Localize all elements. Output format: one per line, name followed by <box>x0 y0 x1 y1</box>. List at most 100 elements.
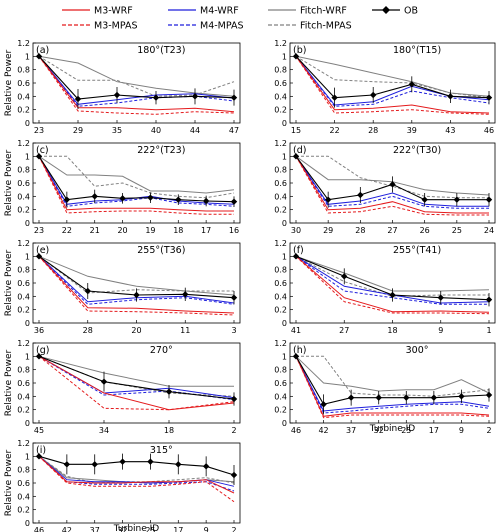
x-tick-label: 2 <box>231 526 236 532</box>
series-line-fitmpas <box>38 455 235 484</box>
y-tick-label: 0 <box>25 319 30 328</box>
y-tick-label: 1.2 <box>274 39 287 48</box>
ob-point <box>147 194 154 201</box>
x-tick-label: 32 <box>374 426 384 435</box>
x-tick-label: 11 <box>180 326 190 335</box>
y-tick-label: 0.8 <box>17 366 30 375</box>
series-line-m3wrf <box>38 255 235 314</box>
x-tick-label: 43 <box>445 126 455 135</box>
series-line-fitwrf <box>38 455 235 484</box>
y-tick-label: 1 <box>25 252 30 261</box>
y-axis-label: Relative Power <box>4 450 14 517</box>
y-tick-label: 0.8 <box>274 166 287 175</box>
y-axis-label: Relative Power <box>4 250 14 317</box>
series-line-fitmpas <box>296 155 489 199</box>
ob-point <box>485 296 493 303</box>
series-line-m3mpas <box>38 156 234 215</box>
ob-point <box>430 394 438 401</box>
y-tick-label: 0.4 <box>17 292 30 301</box>
panel-b: 0 0.2 0.4 0.6 0.8 1 1.2 15 22 28 39 43 46 (b) 180°(T15… <box>274 39 496 135</box>
ob-point <box>74 95 82 103</box>
x-tick-label: 20 <box>117 226 127 235</box>
series-line-fitwrf <box>38 255 235 296</box>
ob-point <box>35 253 43 260</box>
series-line-ob <box>295 55 490 99</box>
y-tick-label: 1 <box>282 152 287 161</box>
legend-item-m3mpas: M3-MPAS <box>62 21 138 32</box>
series-line-m4mpas <box>295 255 489 305</box>
x-tick-label: 36 <box>34 326 44 335</box>
series-line-fitwrf <box>38 155 235 194</box>
ob-point <box>408 81 415 88</box>
series-line-m3mpas <box>38 255 235 316</box>
series-line-fitmpas <box>39 155 235 199</box>
panel-i: 0 0.2 0.4 0.6 0.8 1 1.2 46 42 37 32 25 17 9 2 Relative … <box>4 439 241 532</box>
legend-item-m3wrf: M3-WRF <box>62 6 133 17</box>
ob-point <box>230 471 238 479</box>
legend-item-m4mpas: M4-MPAS <box>168 21 244 32</box>
panel-g: 0 0.2 0.4 0.6 0.8 1 1.2 45 34 18 2 Relative Power (g… <box>4 339 241 435</box>
series-line-m3wrf <box>295 356 490 417</box>
x-tick-label: 23 <box>34 126 44 135</box>
y-tick-label: 0.2 <box>17 306 30 315</box>
y-tick-label: 0 <box>282 219 287 228</box>
y-tick-label: 1 <box>282 252 287 261</box>
series-line-m4wrf <box>295 356 490 412</box>
legend-item-m4wrf: M4-WRF <box>168 6 239 17</box>
x-tick-label: 42 <box>62 526 72 532</box>
y-tick-label: 1 <box>25 52 30 61</box>
y-tick-label: 1.2 <box>17 339 30 348</box>
series-line-m4mpas <box>38 55 235 107</box>
y-tick-label: 0 <box>282 119 287 128</box>
y-axis-label: Relative Power <box>4 150 14 217</box>
x-tick-label: 25 <box>452 226 462 235</box>
series-line-fitmpas <box>296 355 490 397</box>
panel-title: 270° <box>150 345 173 356</box>
x-tick-label: 17 <box>201 226 211 235</box>
x-tick-label: 42 <box>318 426 328 435</box>
ob-point <box>100 378 108 385</box>
x-tick-label: 29 <box>323 226 333 235</box>
panel-title: 315° <box>150 445 173 456</box>
panel-title: 180°(T23) <box>137 45 185 56</box>
x-tick-label: 39 <box>407 126 417 135</box>
ob-point <box>403 394 410 401</box>
series-line-m4wrf <box>38 156 235 205</box>
panel-label: (g) <box>36 345 49 356</box>
x-tick-label: 18 <box>164 426 174 435</box>
y-tick-label: 0.2 <box>274 206 287 215</box>
y-axis-label: Relative Power <box>4 50 14 117</box>
ob-point <box>389 181 396 188</box>
x-tick-label: 27 <box>387 226 397 235</box>
series-line-fitwrf <box>38 55 235 97</box>
series-line-m3mpas <box>38 355 235 411</box>
panel-f: 0 0.2 0.4 0.6 0.8 1 1.2 41 27 18 9 1 (f) 255°(T41) <box>274 239 496 335</box>
ob-point <box>230 395 238 403</box>
series-line-fitwrf <box>295 55 490 97</box>
ob-point <box>357 191 364 199</box>
panel-label: (h) <box>293 345 306 356</box>
ob-point <box>119 195 126 202</box>
y-tick-label: 0.8 <box>17 166 30 175</box>
x-tick-label: 18 <box>173 226 183 235</box>
ob-point <box>35 353 43 360</box>
y-tick-label: 1 <box>25 452 30 461</box>
series-line-m3wrf <box>38 156 234 212</box>
y-tick-label: 1.2 <box>17 39 30 48</box>
y-tick-label: 0 <box>25 219 30 228</box>
y-tick-label: 1.2 <box>17 239 30 248</box>
ob-point <box>35 453 43 460</box>
x-tick-label: 30 <box>291 226 301 235</box>
y-tick-label: 1 <box>282 52 287 61</box>
series-line-m3wrf <box>38 55 235 113</box>
ob-point <box>421 196 428 203</box>
series-line-m4mpas <box>295 356 490 414</box>
ob-point <box>147 458 154 465</box>
series-line-fitmpas <box>38 355 235 397</box>
y-tick-label: 0.4 <box>274 392 287 401</box>
ob-point <box>292 353 300 360</box>
ob-point <box>292 253 300 260</box>
panel-label: (b) <box>293 45 306 56</box>
ob-point <box>347 394 355 401</box>
